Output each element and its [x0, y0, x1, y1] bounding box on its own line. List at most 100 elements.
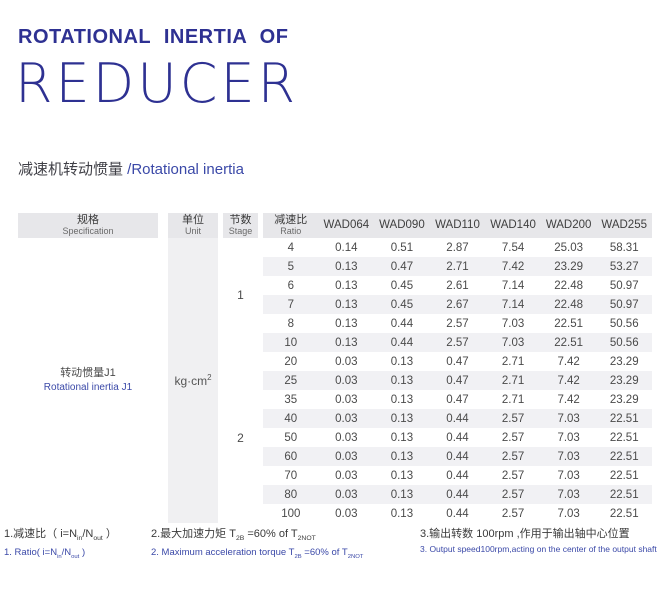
- value-cell: 2.57: [501, 450, 525, 463]
- value-cell: 0.13: [335, 298, 358, 311]
- footnote-3-en: 3. Output speed100rpm,acting on the cent…: [420, 544, 657, 554]
- value-cell: 0.03: [335, 412, 358, 425]
- value-cell: 7.42: [557, 355, 580, 368]
- footnote-1-zh: 1.减速比（ i=Nin/Nout ）: [4, 528, 117, 543]
- value-cell: 7.03: [557, 450, 580, 463]
- value-cell: 0.44: [390, 317, 414, 330]
- ratio-cell: 60: [284, 450, 298, 463]
- header-model-wad110: WAD110: [435, 219, 480, 232]
- value-cell: 22.51: [554, 336, 584, 349]
- page-title-line2: REDUCER: [15, 52, 299, 115]
- ratio-cell: 6: [287, 279, 294, 292]
- value-cell: 0.03: [335, 393, 358, 406]
- header-specification: 规格 Specification: [18, 213, 158, 238]
- section-subtitle: 减速机转动惯量 /Rotational inertia: [18, 158, 244, 179]
- value-cell: 0.47: [446, 374, 469, 387]
- value-cell: 0.03: [335, 450, 358, 463]
- unit-value: kg·cm2: [174, 373, 212, 388]
- header-stage-en: Stage: [228, 225, 253, 236]
- value-cell: 0.13: [390, 412, 414, 425]
- header-stage-zh: 节数: [229, 214, 252, 226]
- stage-cells: 1 2: [223, 238, 258, 523]
- table-body: 4 0.14 0.51 2.87 7.54 25.03 58.31 5 0.13…: [263, 238, 652, 523]
- value-cell: 0.13: [390, 393, 414, 406]
- value-cell: 58.31: [609, 241, 639, 254]
- ratio-cell: 70: [284, 469, 298, 482]
- header-model-wad064: WAD064: [323, 219, 370, 232]
- value-cell: 23.29: [554, 260, 584, 273]
- value-cell: 0.03: [335, 469, 358, 482]
- ratio-cell: 4: [287, 241, 294, 254]
- value-cell: 50.97: [609, 298, 639, 311]
- value-cell: 2.57: [501, 412, 525, 425]
- value-cell: 23.29: [609, 374, 639, 387]
- footnote-2-zh: 2.最大加速力矩 T2B =60% of T2NOT: [151, 528, 316, 543]
- column-specification: 规格 Specification 转动惯量J1 Rotational inert…: [18, 213, 158, 523]
- value-cell: 23.29: [609, 355, 639, 368]
- value-cell: 2.57: [501, 469, 525, 482]
- header-stage: 节数 Stage: [223, 213, 258, 238]
- value-cell: 0.13: [390, 374, 414, 387]
- header-specification-en: Specification: [62, 225, 114, 236]
- value-cell: 0.44: [446, 507, 469, 520]
- value-cell: 0.13: [335, 260, 358, 273]
- value-cell: 7.03: [501, 336, 525, 349]
- ratio-cell: 20: [284, 355, 298, 368]
- value-cell: 0.45: [390, 298, 414, 311]
- table-row: 20 0.03 0.13 0.47 2.71 7.42 23.29: [263, 352, 652, 371]
- value-cell: 22.51: [609, 450, 639, 463]
- value-cell: 0.13: [390, 469, 414, 482]
- value-cell: 7.42: [501, 260, 525, 273]
- value-cell: 0.03: [335, 374, 358, 387]
- value-cell: 22.51: [609, 488, 639, 501]
- table-row: 8 0.13 0.44 2.57 7.03 22.51 50.56: [263, 314, 652, 333]
- value-cell: 22.51: [609, 507, 639, 520]
- subtitle-english: /Rotational inertia: [127, 161, 244, 178]
- table-row: 7 0.13 0.45 2.67 7.14 22.48 50.97: [263, 295, 652, 314]
- value-cell: 0.13: [335, 336, 358, 349]
- value-cell: 22.51: [609, 431, 639, 444]
- ratio-cell: 50: [284, 431, 298, 444]
- ratio-cell: 100: [281, 507, 301, 520]
- value-cell: 25.03: [554, 241, 584, 254]
- value-cell: 0.13: [390, 431, 414, 444]
- footnote-1: 1.减速比（ i=Nin/Nout ） 1. Ratio( i=Nin/Nout…: [4, 527, 117, 564]
- footnote-1-en: 1. Ratio( i=Nin/Nout ): [4, 547, 86, 561]
- value-cell: 0.13: [390, 450, 414, 463]
- header-model-wad090: WAD090: [379, 219, 425, 232]
- value-cell: 2.57: [501, 507, 525, 520]
- value-cell: 0.13: [390, 507, 414, 520]
- value-cell: 0.47: [446, 355, 469, 368]
- value-cell: 7.03: [557, 431, 580, 444]
- value-cell: 7.42: [557, 393, 580, 406]
- value-cell: 23.29: [609, 393, 639, 406]
- header-ratio-zh: 减速比: [274, 214, 308, 226]
- value-cell: 0.47: [390, 260, 414, 273]
- value-cell: 7.03: [557, 469, 580, 482]
- header-model-wad255: WAD255: [601, 219, 647, 232]
- ratio-cell: 25: [284, 374, 298, 387]
- table-row: 10 0.13 0.44 2.57 7.03 22.51 50.56: [263, 333, 652, 352]
- value-cell: 53.27: [609, 260, 639, 273]
- table-row: 6 0.13 0.45 2.61 7.14 22.48 50.97: [263, 276, 652, 295]
- footnote-3-zh: 3.输出转数 100rpm ,作用于输出轴中心位置: [420, 528, 630, 540]
- ratio-cell: 80: [284, 488, 298, 501]
- value-cell: 2.71: [501, 374, 525, 387]
- value-cell: 7.03: [557, 507, 580, 520]
- value-cell: 2.57: [446, 336, 469, 349]
- footnote-2: 2.最大加速力矩 T2B =60% of T2NOT 2. Maximum ac…: [151, 527, 363, 564]
- value-cell: 7.03: [501, 317, 525, 330]
- spec-value-zh: 转动惯量J1: [60, 367, 116, 380]
- table-row: 4 0.14 0.51 2.87 7.54 25.03 58.31: [263, 238, 652, 257]
- value-cell: 0.44: [446, 450, 469, 463]
- header-model-wad140: WAD140: [490, 219, 536, 232]
- value-cell: 0.44: [446, 431, 469, 444]
- value-cell: 0.03: [335, 355, 358, 368]
- value-cell: 2.57: [446, 317, 469, 330]
- value-cell: 0.13: [390, 355, 414, 368]
- value-cell: 22.51: [609, 412, 639, 425]
- stage-1-cell: 1: [237, 288, 244, 302]
- value-cell: 0.51: [390, 241, 414, 254]
- header-ratio: 减速比 Ratio: [263, 214, 319, 236]
